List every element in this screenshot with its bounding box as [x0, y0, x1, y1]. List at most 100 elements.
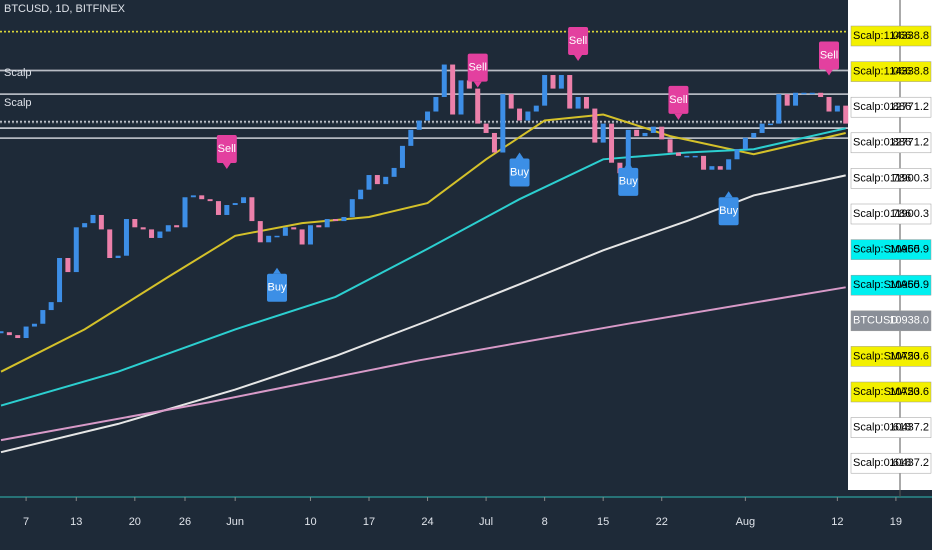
candle: [600, 123, 606, 143]
candle: [307, 225, 313, 245]
signal-arrow: [624, 161, 633, 168]
price-label-name: Scalp:0.618: [853, 457, 911, 469]
signal-box: [509, 158, 530, 187]
price-label-name: BTCUSD: [853, 315, 898, 327]
candle: [450, 64, 456, 115]
candle: [441, 64, 447, 98]
price-label-value: 12771.2: [889, 101, 929, 113]
price-label-value: 14338.8: [889, 30, 929, 42]
candle: [734, 149, 740, 160]
candle: [742, 137, 748, 150]
candle: [767, 123, 773, 126]
candle: [383, 176, 389, 185]
candle: [291, 227, 297, 230]
x-tick-label: 7: [23, 516, 29, 528]
candle: [826, 97, 832, 112]
price-label-name: Scalp:SMA50: [853, 279, 920, 291]
x-tick-label: 26: [179, 516, 191, 528]
x-tick-label: 20: [129, 516, 141, 528]
candle: [818, 92, 824, 98]
candle: [215, 201, 221, 215]
price-label-box: [850, 310, 932, 332]
candle: [190, 195, 196, 198]
candle: [793, 92, 799, 106]
signal-box: [267, 273, 287, 302]
candle: [542, 75, 548, 106]
candle: [157, 231, 163, 238]
price-label-value: 10753.6: [889, 386, 929, 398]
signal-label: Sell: [569, 35, 587, 47]
candle: [224, 205, 230, 215]
candle: [140, 227, 146, 230]
candle: [416, 120, 422, 130]
candle: [324, 219, 330, 228]
price-label-name: Scalp:0.786: [853, 172, 911, 184]
candle: [199, 195, 205, 200]
candle: [232, 203, 238, 206]
x-tick-label: Aug: [736, 516, 756, 528]
price-label-value: 10437.2: [889, 457, 929, 469]
signal-arrow: [473, 81, 482, 88]
candle: [31, 323, 37, 327]
candle: [642, 132, 648, 137]
signal-box: [216, 135, 237, 164]
candle: [517, 108, 523, 121]
candle: [491, 132, 497, 153]
candle: [759, 123, 765, 133]
price-label-box: [850, 203, 932, 225]
candle: [98, 214, 104, 230]
candle: [165, 225, 171, 232]
candle: [784, 94, 790, 106]
signal-label: Buy: [510, 166, 529, 178]
signal-arrow: [222, 163, 231, 170]
candle: [583, 97, 589, 109]
candle: [73, 227, 79, 273]
price-label-name: Scalp:0.886: [853, 137, 911, 149]
price-label-name: Scalp:1.066: [853, 66, 911, 78]
candle: [634, 129, 640, 137]
indicator-label: Scalp: [4, 67, 32, 79]
candle: [433, 97, 439, 112]
candle: [575, 97, 581, 109]
signal-arrow: [674, 113, 683, 120]
price-label-value: 10938.0: [889, 315, 929, 327]
price-label-value: 11900.3: [890, 208, 929, 220]
x-tick-label: 24: [421, 516, 433, 528]
candle: [333, 219, 339, 222]
moving-average: [0, 286, 846, 442]
signal-box: [568, 27, 589, 56]
candle: [249, 197, 255, 222]
candle: [6, 332, 12, 336]
candle: [659, 126, 665, 140]
candle: [684, 155, 690, 158]
candle: [132, 219, 138, 228]
candle: [726, 159, 732, 170]
price-label-value: 10965.9: [889, 279, 929, 291]
candle: [508, 94, 514, 109]
candle: [625, 129, 631, 174]
candle: [399, 145, 405, 168]
candle: [709, 166, 715, 170]
candle: [717, 166, 723, 170]
candle: [48, 302, 54, 311]
candle: [550, 75, 556, 89]
signal-label: Buy: [619, 176, 638, 188]
price-label-box: [850, 417, 932, 438]
candle: [558, 75, 564, 89]
price-label-value: 10965.9: [889, 244, 929, 256]
x-tick-label: 13: [70, 516, 82, 528]
signal-arrow: [825, 69, 833, 76]
candle: [667, 139, 673, 153]
candle: [316, 225, 322, 228]
candle: [182, 197, 188, 228]
price-label-value: 12771.2: [889, 137, 929, 149]
signal-box: [467, 53, 488, 82]
moving-average: [0, 113, 846, 373]
signal-label: Sell: [820, 49, 838, 61]
x-tick-label: 22: [656, 516, 668, 528]
candle: [809, 92, 815, 95]
candle: [358, 189, 364, 200]
candle: [533, 105, 539, 112]
candle: [801, 92, 807, 95]
